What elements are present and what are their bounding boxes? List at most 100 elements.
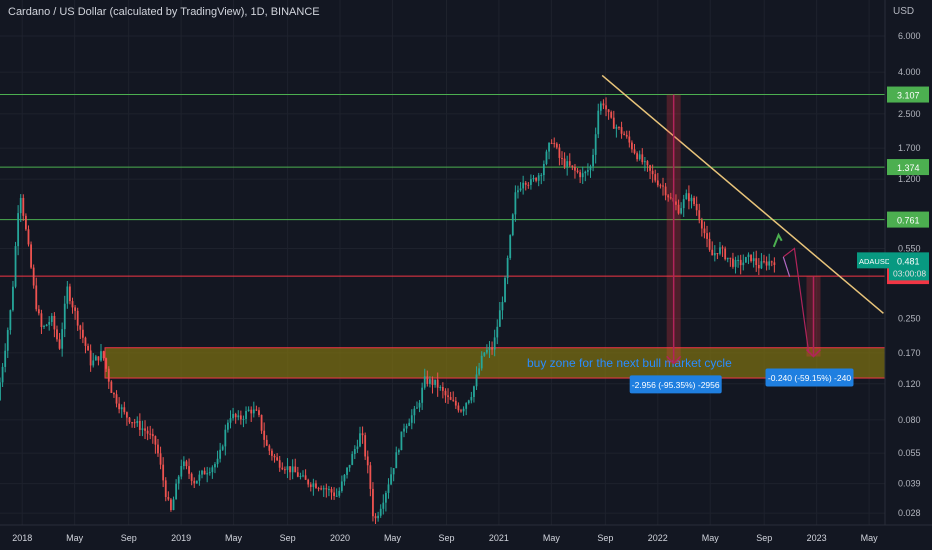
candle-body — [92, 360, 95, 366]
candle-body — [685, 193, 688, 200]
candle-body — [732, 258, 734, 267]
time-tick-label: May — [384, 533, 402, 543]
candle-body — [397, 450, 400, 453]
buy-zone-label: buy zone for the next bull market cycle — [527, 356, 732, 370]
candle-body — [138, 420, 141, 430]
candle-body — [643, 161, 646, 163]
candle-body — [76, 310, 79, 326]
candle-body — [177, 476, 180, 484]
candle-body — [548, 142, 550, 152]
candle-body — [659, 185, 662, 187]
candle-body — [291, 466, 294, 473]
candle-body — [721, 247, 724, 249]
candle-body — [423, 376, 426, 388]
candle-body — [141, 428, 144, 430]
time-tick-label: 2023 — [807, 533, 827, 543]
candle-body — [224, 429, 227, 447]
time-tick-label: May — [66, 533, 84, 543]
candle-body — [242, 418, 245, 420]
candle-body — [465, 403, 468, 409]
candle-body — [770, 261, 773, 263]
time-tick-label: 2019 — [171, 533, 191, 543]
candle-body — [118, 403, 121, 410]
candle-body — [711, 249, 714, 256]
candle-body — [304, 475, 307, 480]
candle-body — [498, 310, 501, 327]
candle-body — [757, 264, 760, 269]
candle-body — [706, 233, 708, 239]
candle-body — [662, 185, 664, 187]
candle-body — [680, 208, 683, 214]
candle-body — [605, 105, 607, 110]
candle-body — [387, 484, 390, 493]
candle-body — [258, 410, 260, 415]
candle-body — [384, 492, 387, 503]
candle-body — [537, 175, 540, 181]
candle-body — [607, 109, 610, 113]
candle-body — [545, 151, 548, 164]
candle-body — [763, 261, 765, 263]
candle-body — [511, 214, 514, 236]
candle-body — [234, 413, 237, 418]
candle-body — [185, 461, 188, 467]
candle-body — [755, 258, 758, 265]
candle-body — [496, 326, 499, 338]
candle-body — [40, 313, 43, 327]
candle-body — [584, 171, 587, 174]
candle-body — [483, 352, 486, 356]
candle-body — [747, 254, 750, 258]
candle-body — [599, 103, 602, 111]
candle-body — [216, 458, 219, 465]
time-tick-label: 2020 — [330, 533, 350, 543]
level-price-badge — [887, 211, 929, 228]
candle-body — [426, 376, 429, 384]
candle-body — [61, 329, 64, 349]
candle-body — [488, 347, 491, 350]
time-tick-label: May — [543, 533, 561, 543]
candle-body — [0, 382, 1, 400]
candle-body — [63, 303, 66, 330]
breakout-marker — [772, 232, 783, 248]
candle-body — [115, 394, 118, 404]
candle-body — [126, 412, 128, 418]
candle-body — [690, 197, 693, 202]
candle-body — [151, 434, 154, 437]
candle-body — [27, 229, 30, 245]
candle-body — [403, 428, 405, 432]
candle-body — [602, 103, 605, 106]
candle-body — [597, 110, 600, 135]
candle-body — [688, 193, 690, 202]
candle-body — [493, 337, 496, 350]
candle-body — [361, 433, 364, 436]
candle-body — [312, 483, 315, 487]
candle-body — [623, 133, 626, 135]
candle-body — [441, 387, 444, 391]
candle-body — [353, 449, 356, 455]
measurement-label-box — [629, 375, 722, 394]
candle-body — [193, 480, 196, 484]
candle-body — [136, 420, 139, 424]
price-tick-label: 0.039 — [898, 479, 921, 489]
time-axis-background — [0, 525, 932, 550]
candle-body — [146, 430, 149, 434]
candle-body — [58, 339, 61, 349]
time-tick-label: May — [702, 533, 720, 543]
candle-body — [232, 413, 234, 419]
candle-body — [618, 127, 620, 129]
candle-body — [221, 446, 224, 450]
candle-body — [198, 474, 201, 481]
candle-body — [625, 134, 628, 137]
candle-body — [351, 454, 354, 465]
candle-body — [726, 257, 729, 260]
candle-body — [400, 431, 403, 451]
candle-body — [372, 488, 374, 517]
candle-body — [175, 483, 178, 500]
candle-body — [716, 253, 719, 255]
candle-body — [752, 258, 755, 262]
measurement-label-box — [765, 368, 854, 387]
candle-body — [506, 257, 509, 279]
candle-body — [164, 480, 167, 497]
candle-body — [530, 179, 532, 185]
candle-body — [750, 254, 752, 262]
